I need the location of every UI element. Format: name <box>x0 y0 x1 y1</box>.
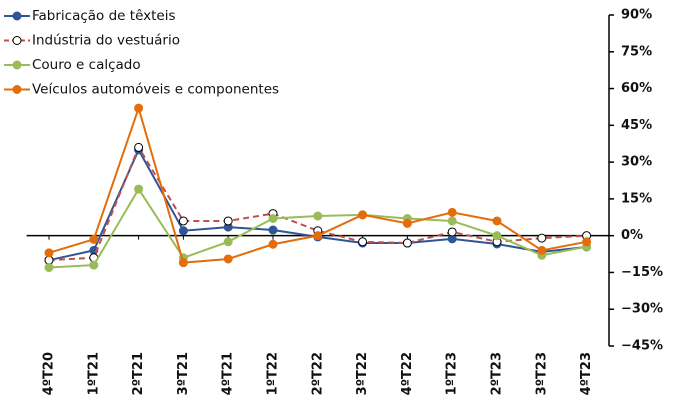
data-point <box>268 214 278 224</box>
x-tick-label: 4ºT22 <box>400 352 415 395</box>
data-point <box>223 254 233 264</box>
y-tick-label: 30% <box>621 155 652 170</box>
legend-label: Veículos automóveis e componentes <box>32 82 279 98</box>
data-point <box>358 237 368 247</box>
legend-marker <box>12 60 22 70</box>
data-point <box>358 210 368 220</box>
data-point <box>447 207 457 217</box>
data-point <box>313 231 323 241</box>
y-tick-label: 90% <box>621 8 652 23</box>
y-tick-label: −15% <box>621 265 663 280</box>
data-point <box>178 226 188 236</box>
data-point <box>134 142 144 152</box>
legend-marker <box>12 11 22 21</box>
data-point <box>447 216 457 226</box>
y-tick-label: −45% <box>621 339 663 354</box>
data-point <box>402 238 412 248</box>
data-point <box>44 255 54 265</box>
data-point <box>492 231 502 241</box>
x-tick-label: 1ºT22 <box>266 352 281 395</box>
x-tick-label: 1ºT21 <box>86 352 101 395</box>
data-point <box>268 239 278 249</box>
legend-label: Indústria do vestuário <box>32 33 180 49</box>
data-point <box>492 216 502 226</box>
data-point <box>313 211 323 221</box>
data-point <box>89 260 99 270</box>
data-point <box>447 227 457 237</box>
x-tick-label: 2ºT23 <box>490 352 505 395</box>
data-point <box>582 237 592 247</box>
x-tick-label: 1ºT23 <box>445 352 460 395</box>
x-tick-label: 3ºT22 <box>355 352 370 395</box>
data-point <box>402 218 412 228</box>
x-tick-label: 3ºT23 <box>534 352 549 395</box>
data-point <box>537 233 547 243</box>
y-tick-label: 75% <box>621 44 652 59</box>
x-tick-label: 2ºT21 <box>131 352 146 395</box>
legend-label: Fabricação de têxteis <box>32 8 176 24</box>
legend-marker <box>12 36 22 45</box>
data-point <box>89 234 99 244</box>
data-point <box>223 237 233 247</box>
x-tick-label: 3ºT21 <box>176 352 191 395</box>
legend-label: Couro e calçado <box>32 57 141 73</box>
data-point <box>134 103 144 113</box>
x-tick-label: 4ºT21 <box>221 352 236 395</box>
y-tick-label: 15% <box>621 191 652 206</box>
y-tick-label: 60% <box>621 81 652 96</box>
x-tick-label: 4ºT23 <box>579 352 594 395</box>
data-point <box>537 245 547 255</box>
data-point <box>178 216 188 226</box>
y-tick-label: −30% <box>621 302 663 317</box>
legend-marker <box>12 85 22 94</box>
data-point <box>44 263 54 273</box>
data-point <box>178 258 188 268</box>
data-point <box>44 248 54 258</box>
data-point <box>134 184 144 194</box>
data-point <box>268 225 278 235</box>
y-tick-label: 0% <box>621 228 643 243</box>
x-tick-label: 4ºT20 <box>42 352 57 395</box>
y-tick-label: 45% <box>621 118 652 133</box>
data-point <box>223 216 233 226</box>
x-tick-label: 2ºT22 <box>310 352 325 395</box>
